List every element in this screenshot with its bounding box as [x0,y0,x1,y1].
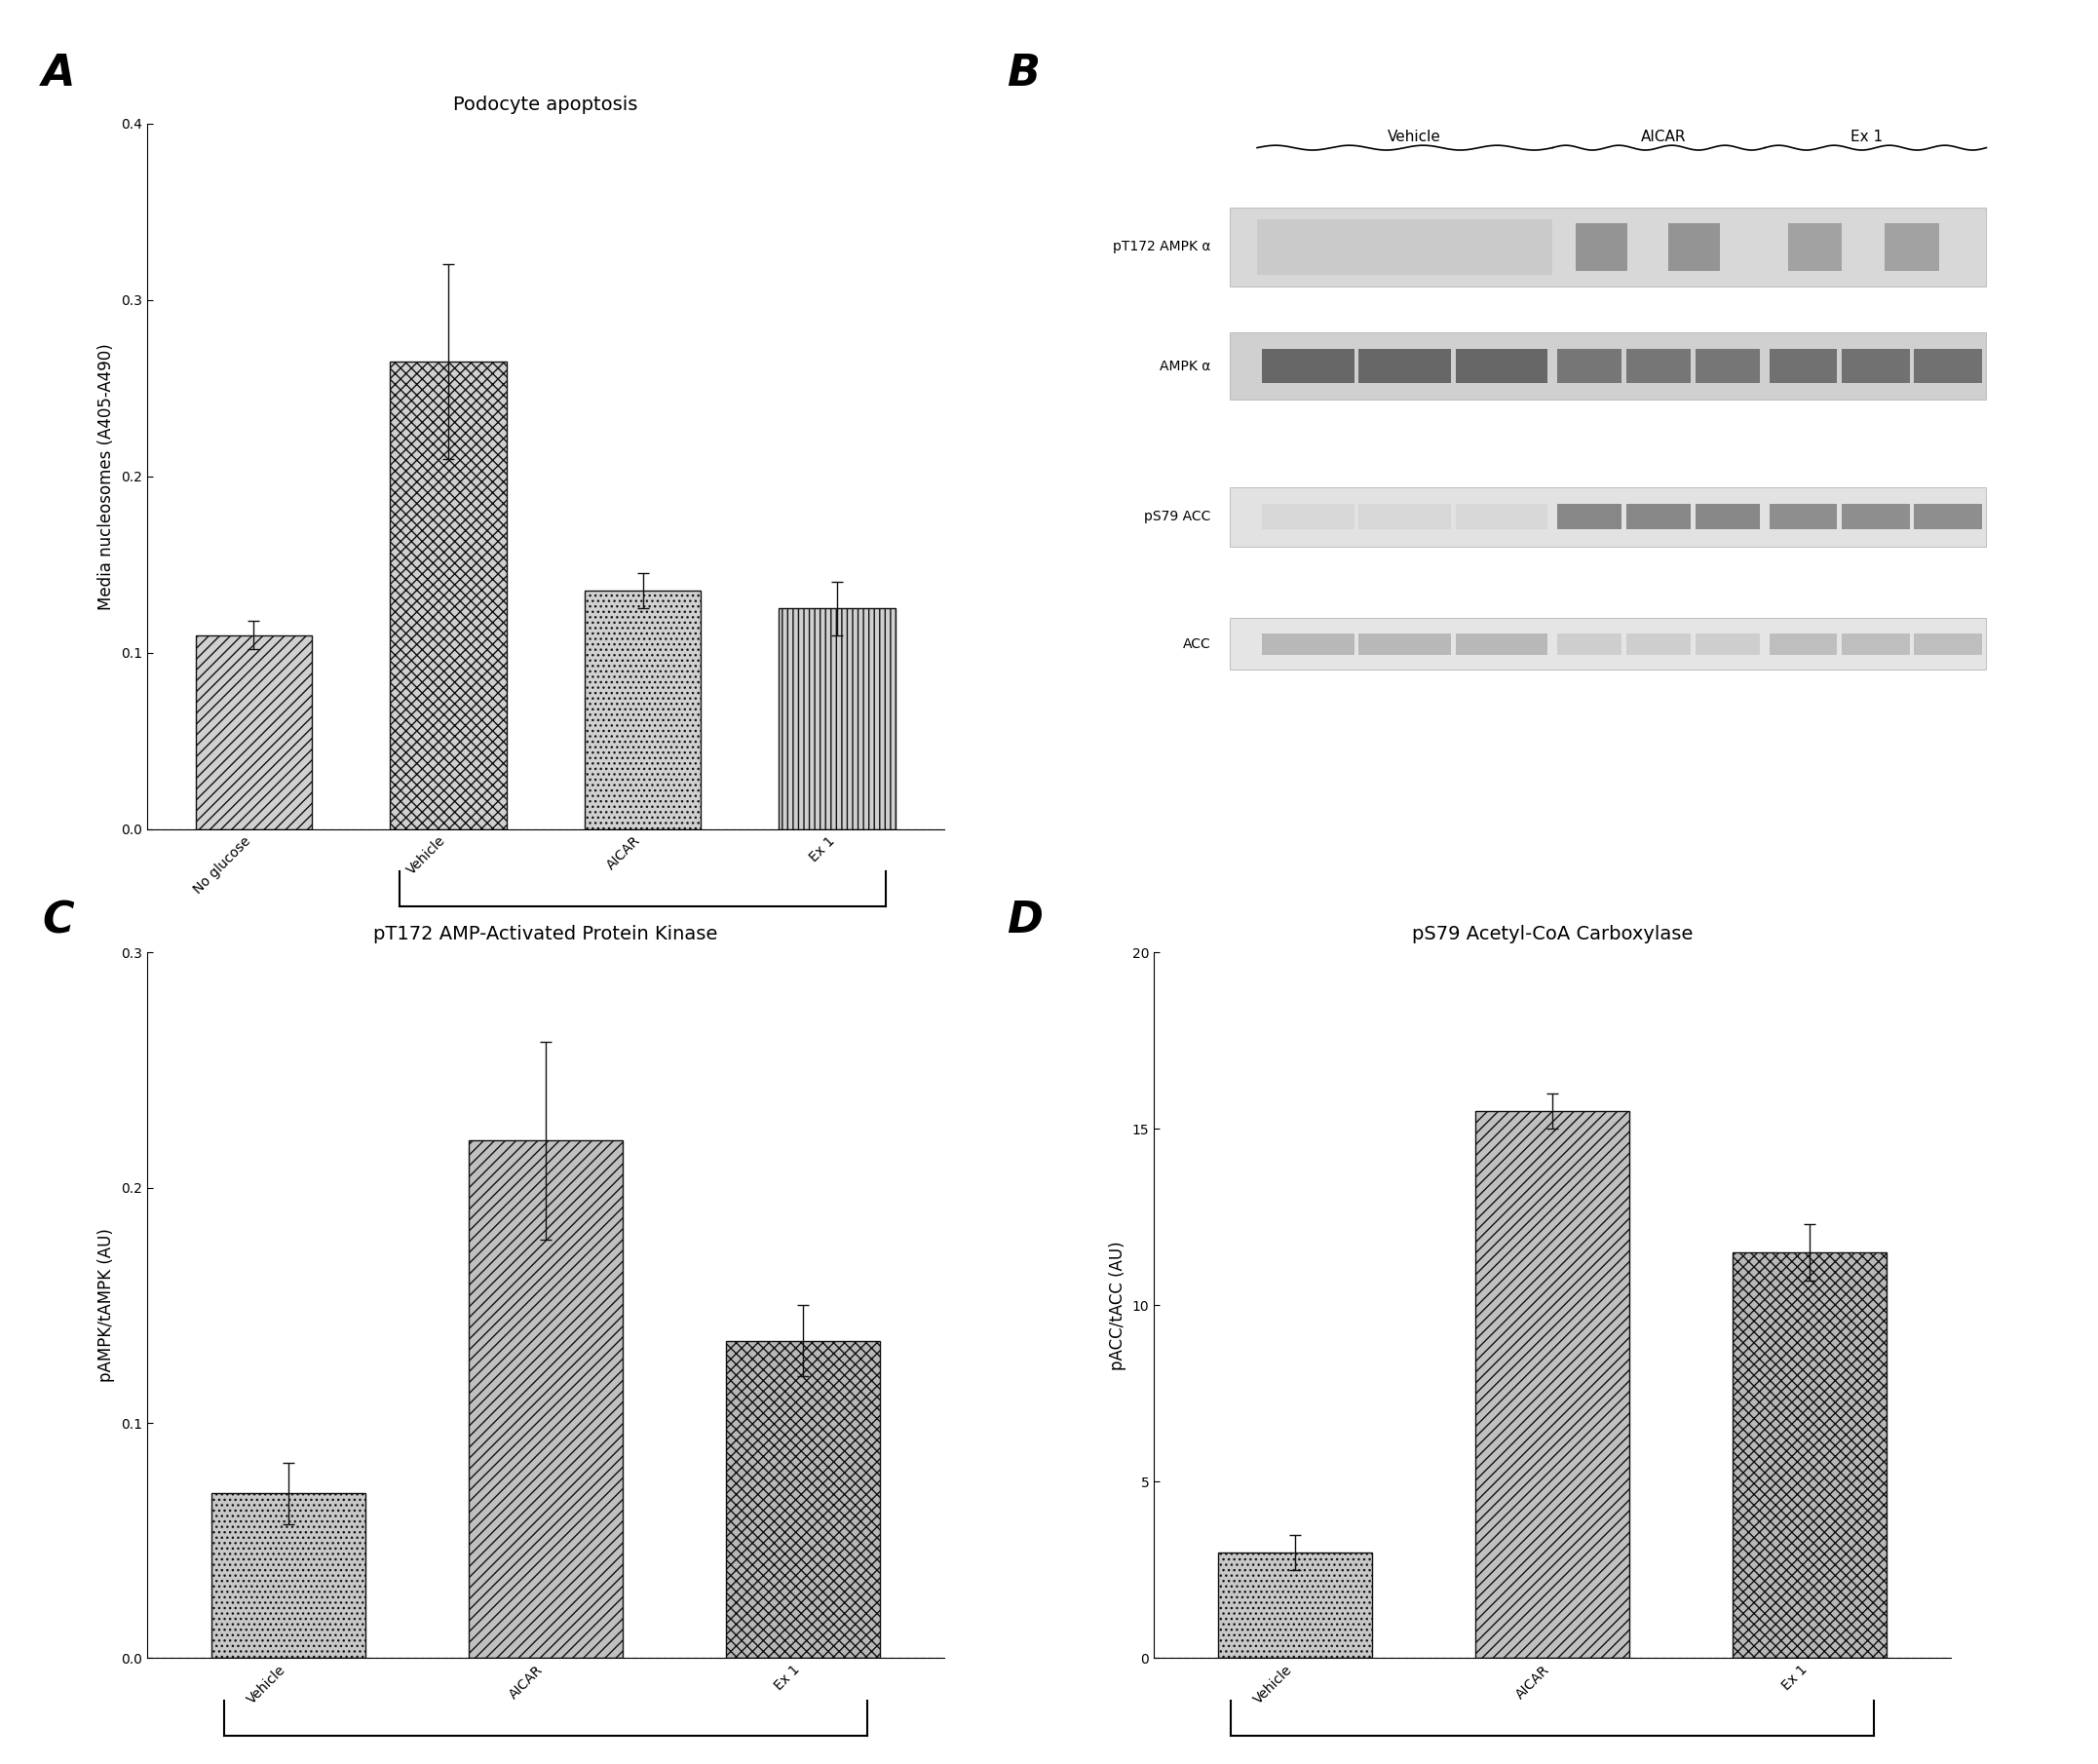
Bar [1229,332,1987,400]
Bar [1842,633,1909,654]
Text: ACC: ACC [1183,637,1211,651]
Bar [1475,1111,1630,1658]
Text: AMPK α: AMPK α [1160,360,1211,372]
Bar [1626,349,1691,383]
Bar [1360,633,1452,654]
Bar [1360,349,1452,383]
Bar [1626,633,1691,654]
Bar [1576,222,1628,270]
Text: A: A [42,53,76,95]
Bar [1229,617,1987,670]
Text: AICAR: AICAR [1641,129,1687,145]
Bar [212,1494,365,1658]
Title: pT172 AMP-Activated Protein Kinase: pT172 AMP-Activated Protein Kinase [373,924,718,944]
Text: pT172 AMPK α: pT172 AMPK α [1114,240,1211,254]
Bar [1557,349,1622,383]
Title: Podocyte apoptosis: Podocyte apoptosis [453,95,638,115]
Bar [1842,505,1909,529]
Text: pS79 ACC: pS79 ACC [1143,510,1211,524]
Text: D: D [1007,900,1043,942]
Bar [468,1141,623,1658]
Bar [1219,1552,1372,1658]
Bar [1456,349,1548,383]
Bar [1884,222,1939,270]
Y-axis label: pAMPK/tAMPK (AU): pAMPK/tAMPK (AU) [99,1228,115,1383]
Bar [1913,505,1983,529]
Bar [1769,505,1838,529]
Bar [195,635,313,829]
Bar [1360,505,1452,529]
Bar [390,362,506,829]
Bar [1842,349,1909,383]
Title: pS79 Acetyl-CoA Carboxylase: pS79 Acetyl-CoA Carboxylase [1412,924,1693,944]
Bar [1456,633,1548,654]
Text: High Glucose: High Glucose [590,963,697,981]
Y-axis label: pACC/tACC (AU): pACC/tACC (AU) [1110,1240,1127,1371]
Bar [1261,349,1353,383]
Bar [585,591,701,829]
Y-axis label: Media nucleosomes (A405-A490): Media nucleosomes (A405-A490) [99,342,115,610]
Bar [1229,487,1987,547]
Bar [726,1341,879,1658]
Bar [1787,222,1842,270]
Bar [1668,222,1720,270]
Bar [1733,1252,1886,1658]
Bar [1257,219,1553,275]
Bar [1557,633,1622,654]
Bar [1557,505,1622,529]
Text: C: C [42,900,73,942]
Bar [1261,505,1353,529]
Bar [1695,633,1760,654]
Bar [1913,349,1983,383]
Bar [1769,349,1838,383]
Bar [1695,505,1760,529]
Bar [1695,349,1760,383]
Bar [1913,633,1983,654]
Bar [1261,633,1353,654]
Bar [1229,206,1987,286]
Bar [1456,505,1548,529]
Bar [1626,505,1691,529]
Bar [1769,633,1838,654]
Text: Ex 1: Ex 1 [1850,129,1882,145]
Text: B: B [1007,53,1041,95]
Bar [778,609,896,829]
Text: Vehicle: Vehicle [1387,129,1441,145]
